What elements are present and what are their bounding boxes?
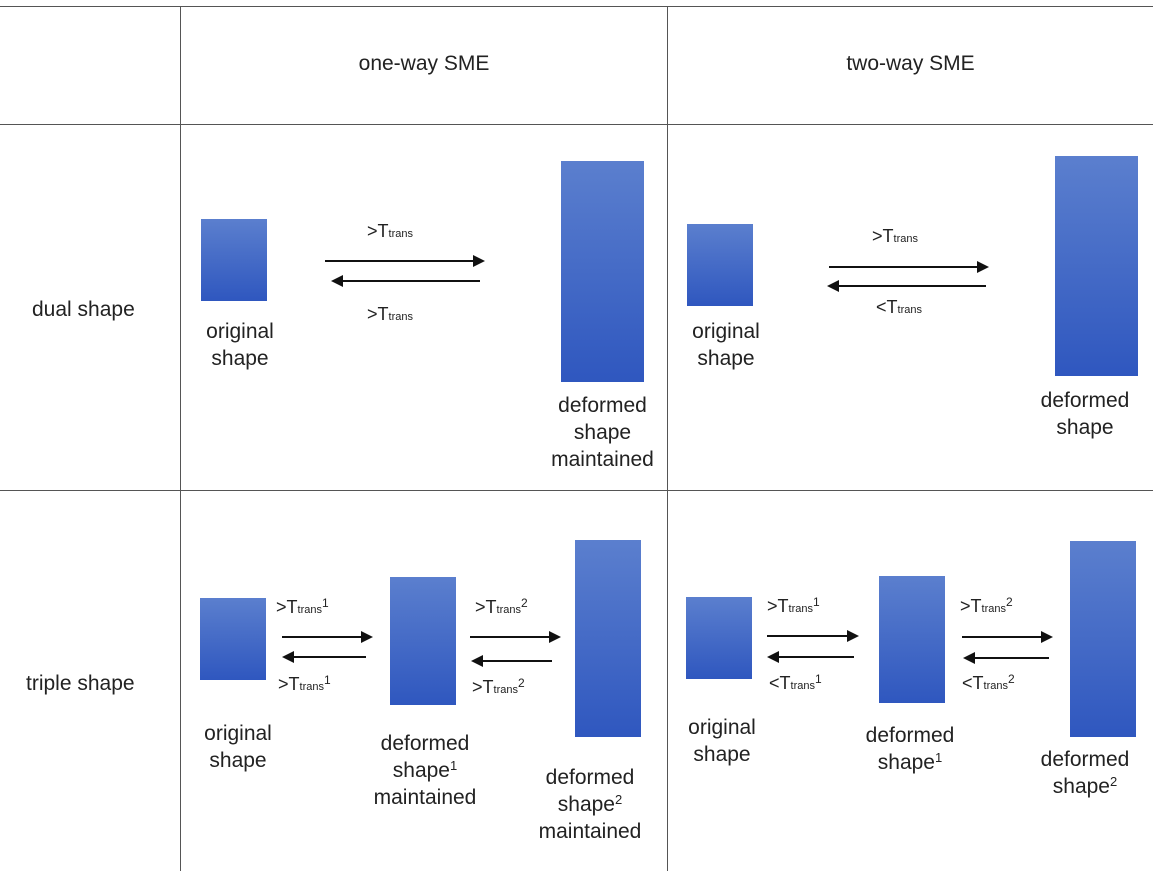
deformed-shape-1-maintained-label: deformed shape1 maintained (373, 732, 477, 809)
arrow-label-cool-1: <Ttrans1 (769, 672, 822, 693)
arrow-label-heat-2: >Ttrans2 (475, 596, 528, 617)
arrow-label-heat-2-return: >Ttrans2 (472, 676, 525, 697)
arrow-label-heat-1-return: >Ttrans1 (278, 673, 331, 694)
header-one-way-sme: one-way SME (358, 52, 490, 75)
arrow-right (470, 631, 561, 643)
arrow-left (471, 655, 552, 667)
deformed-shape-2-rect (575, 540, 641, 737)
arrow-left (827, 280, 986, 292)
original-shape-rect (200, 598, 266, 680)
grid-line-col1 (180, 6, 181, 871)
arrow-label-heat-2: >Ttrans2 (960, 595, 1013, 616)
deformed-shape-maintained-label: deformed shape maintained (551, 394, 654, 471)
arrow-right (282, 631, 373, 643)
arrow-left (282, 651, 366, 663)
deformed-shape-2-maintained-label: deformed shape2 maintained (538, 766, 642, 843)
arrow-left (767, 651, 854, 663)
deformed-shape-2-label: deformed shape2 (1040, 748, 1130, 798)
original-shape-label: original shape (688, 716, 756, 766)
original-shape-label: original shape (204, 722, 272, 772)
arrow-label-heat: >Ttrans (367, 221, 413, 241)
grid-line-middle (0, 490, 1153, 491)
arrow-label-heat: >Ttrans (872, 226, 918, 246)
row-label-triple-shape: triple shape (26, 672, 135, 695)
original-shape-label: original shape (206, 320, 274, 370)
original-shape-label: original shape (692, 320, 760, 370)
deformed-shape-2-rect (1070, 541, 1136, 737)
arrow-right (829, 261, 989, 273)
arrow-right (962, 631, 1053, 643)
grid-line-top (0, 6, 1153, 7)
grid-line-col2 (667, 6, 668, 871)
original-shape-rect (686, 597, 752, 679)
grid-line-header (0, 124, 1153, 125)
deformed-shape-1-rect (879, 576, 945, 703)
deformed-shape-rect (561, 161, 644, 382)
arrow-label-heat-1: >Ttrans1 (276, 596, 329, 617)
row-label-dual-shape: dual shape (32, 298, 135, 321)
original-shape-rect (201, 219, 267, 301)
arrow-left (331, 275, 480, 287)
arrow-label-cool-2: <Ttrans2 (962, 672, 1015, 693)
arrow-right (767, 630, 859, 642)
header-two-way-sme: two-way SME (846, 52, 975, 75)
deformed-shape-rect (1055, 156, 1138, 376)
deformed-shape-1-label: deformed shape1 (865, 724, 955, 774)
deformed-shape-1-rect (390, 577, 456, 705)
arrow-right (325, 255, 485, 267)
arrow-label-heat-1: >Ttrans1 (767, 595, 820, 616)
arrow-label-cool: <Ttrans (876, 297, 922, 317)
deformed-shape-label: deformed shape (1040, 389, 1130, 439)
arrow-left (963, 652, 1049, 664)
original-shape-rect (687, 224, 753, 306)
arrow-label-heat-return: >Ttrans (367, 304, 413, 324)
